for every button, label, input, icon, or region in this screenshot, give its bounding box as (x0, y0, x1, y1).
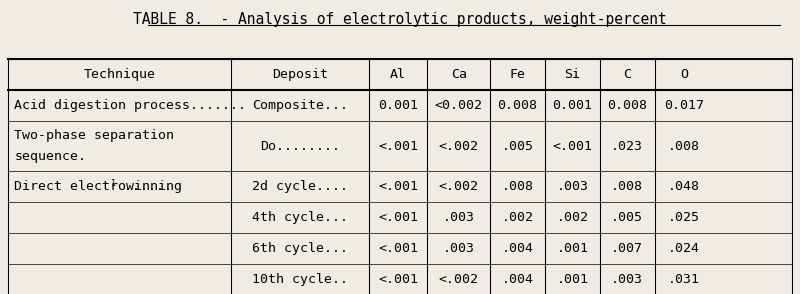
Text: .008: .008 (502, 181, 534, 193)
Text: .024: .024 (668, 242, 700, 255)
Text: .008: .008 (611, 181, 643, 193)
Text: <.002: <.002 (438, 140, 478, 153)
Text: 6th cycle...: 6th cycle... (252, 242, 348, 255)
Text: Fe: Fe (510, 68, 526, 81)
Text: .003: .003 (557, 181, 589, 193)
Text: Direct electrowinning: Direct electrowinning (14, 181, 182, 193)
Text: .007: .007 (611, 242, 643, 255)
Text: Do........: Do........ (260, 140, 340, 153)
Text: 0.017: 0.017 (664, 98, 704, 112)
Text: 10th cycle..: 10th cycle.. (252, 273, 348, 286)
Text: .005: .005 (502, 140, 534, 153)
Text: <0.002: <0.002 (435, 98, 483, 112)
Text: Deposit: Deposit (272, 68, 328, 81)
Text: <.001: <.001 (378, 211, 418, 224)
Text: .005: .005 (611, 211, 643, 224)
Text: TABLE 8.  - Analysis of electrolytic products, weight-percent: TABLE 8. - Analysis of electrolytic prod… (133, 12, 667, 27)
Text: 4th cycle...: 4th cycle... (252, 211, 348, 224)
Text: .023: .023 (611, 140, 643, 153)
Text: .048: .048 (668, 181, 700, 193)
Text: <.002: <.002 (438, 273, 478, 286)
Text: <.001: <.001 (378, 273, 418, 286)
Text: 0.001: 0.001 (553, 98, 593, 112)
Text: .002: .002 (502, 211, 534, 224)
Text: Si: Si (565, 68, 581, 81)
Text: Composite...: Composite... (252, 98, 348, 112)
Text: <.001: <.001 (378, 140, 418, 153)
Text: 2d cycle....: 2d cycle.... (252, 181, 348, 193)
Text: Ca: Ca (451, 68, 467, 81)
Text: .025: .025 (668, 211, 700, 224)
Text: .002: .002 (557, 211, 589, 224)
Text: 0.008: 0.008 (607, 98, 647, 112)
Text: O: O (680, 68, 688, 81)
Text: .008: .008 (668, 140, 700, 153)
Text: 1: 1 (111, 178, 116, 188)
Text: <.001: <.001 (378, 181, 418, 193)
Text: sequence.: sequence. (14, 150, 86, 163)
Text: Technique: Technique (84, 68, 156, 81)
Text: Al: Al (390, 68, 406, 81)
Text: ......: ...... (116, 181, 172, 193)
Text: Acid digestion process.......: Acid digestion process....... (14, 98, 246, 112)
Text: .031: .031 (668, 273, 700, 286)
Text: .001: .001 (557, 273, 589, 286)
Text: <.001: <.001 (553, 140, 593, 153)
Text: 0.001: 0.001 (378, 98, 418, 112)
Text: .004: .004 (502, 273, 534, 286)
Text: .004: .004 (502, 242, 534, 255)
Text: <.002: <.002 (438, 181, 478, 193)
Text: C: C (623, 68, 631, 81)
Text: 0.008: 0.008 (498, 98, 538, 112)
Text: .003: .003 (611, 273, 643, 286)
Text: <.001: <.001 (378, 242, 418, 255)
Text: .003: .003 (443, 242, 475, 255)
Text: .001: .001 (557, 242, 589, 255)
Text: .003: .003 (443, 211, 475, 224)
Text: Two-phase separation: Two-phase separation (14, 129, 174, 142)
